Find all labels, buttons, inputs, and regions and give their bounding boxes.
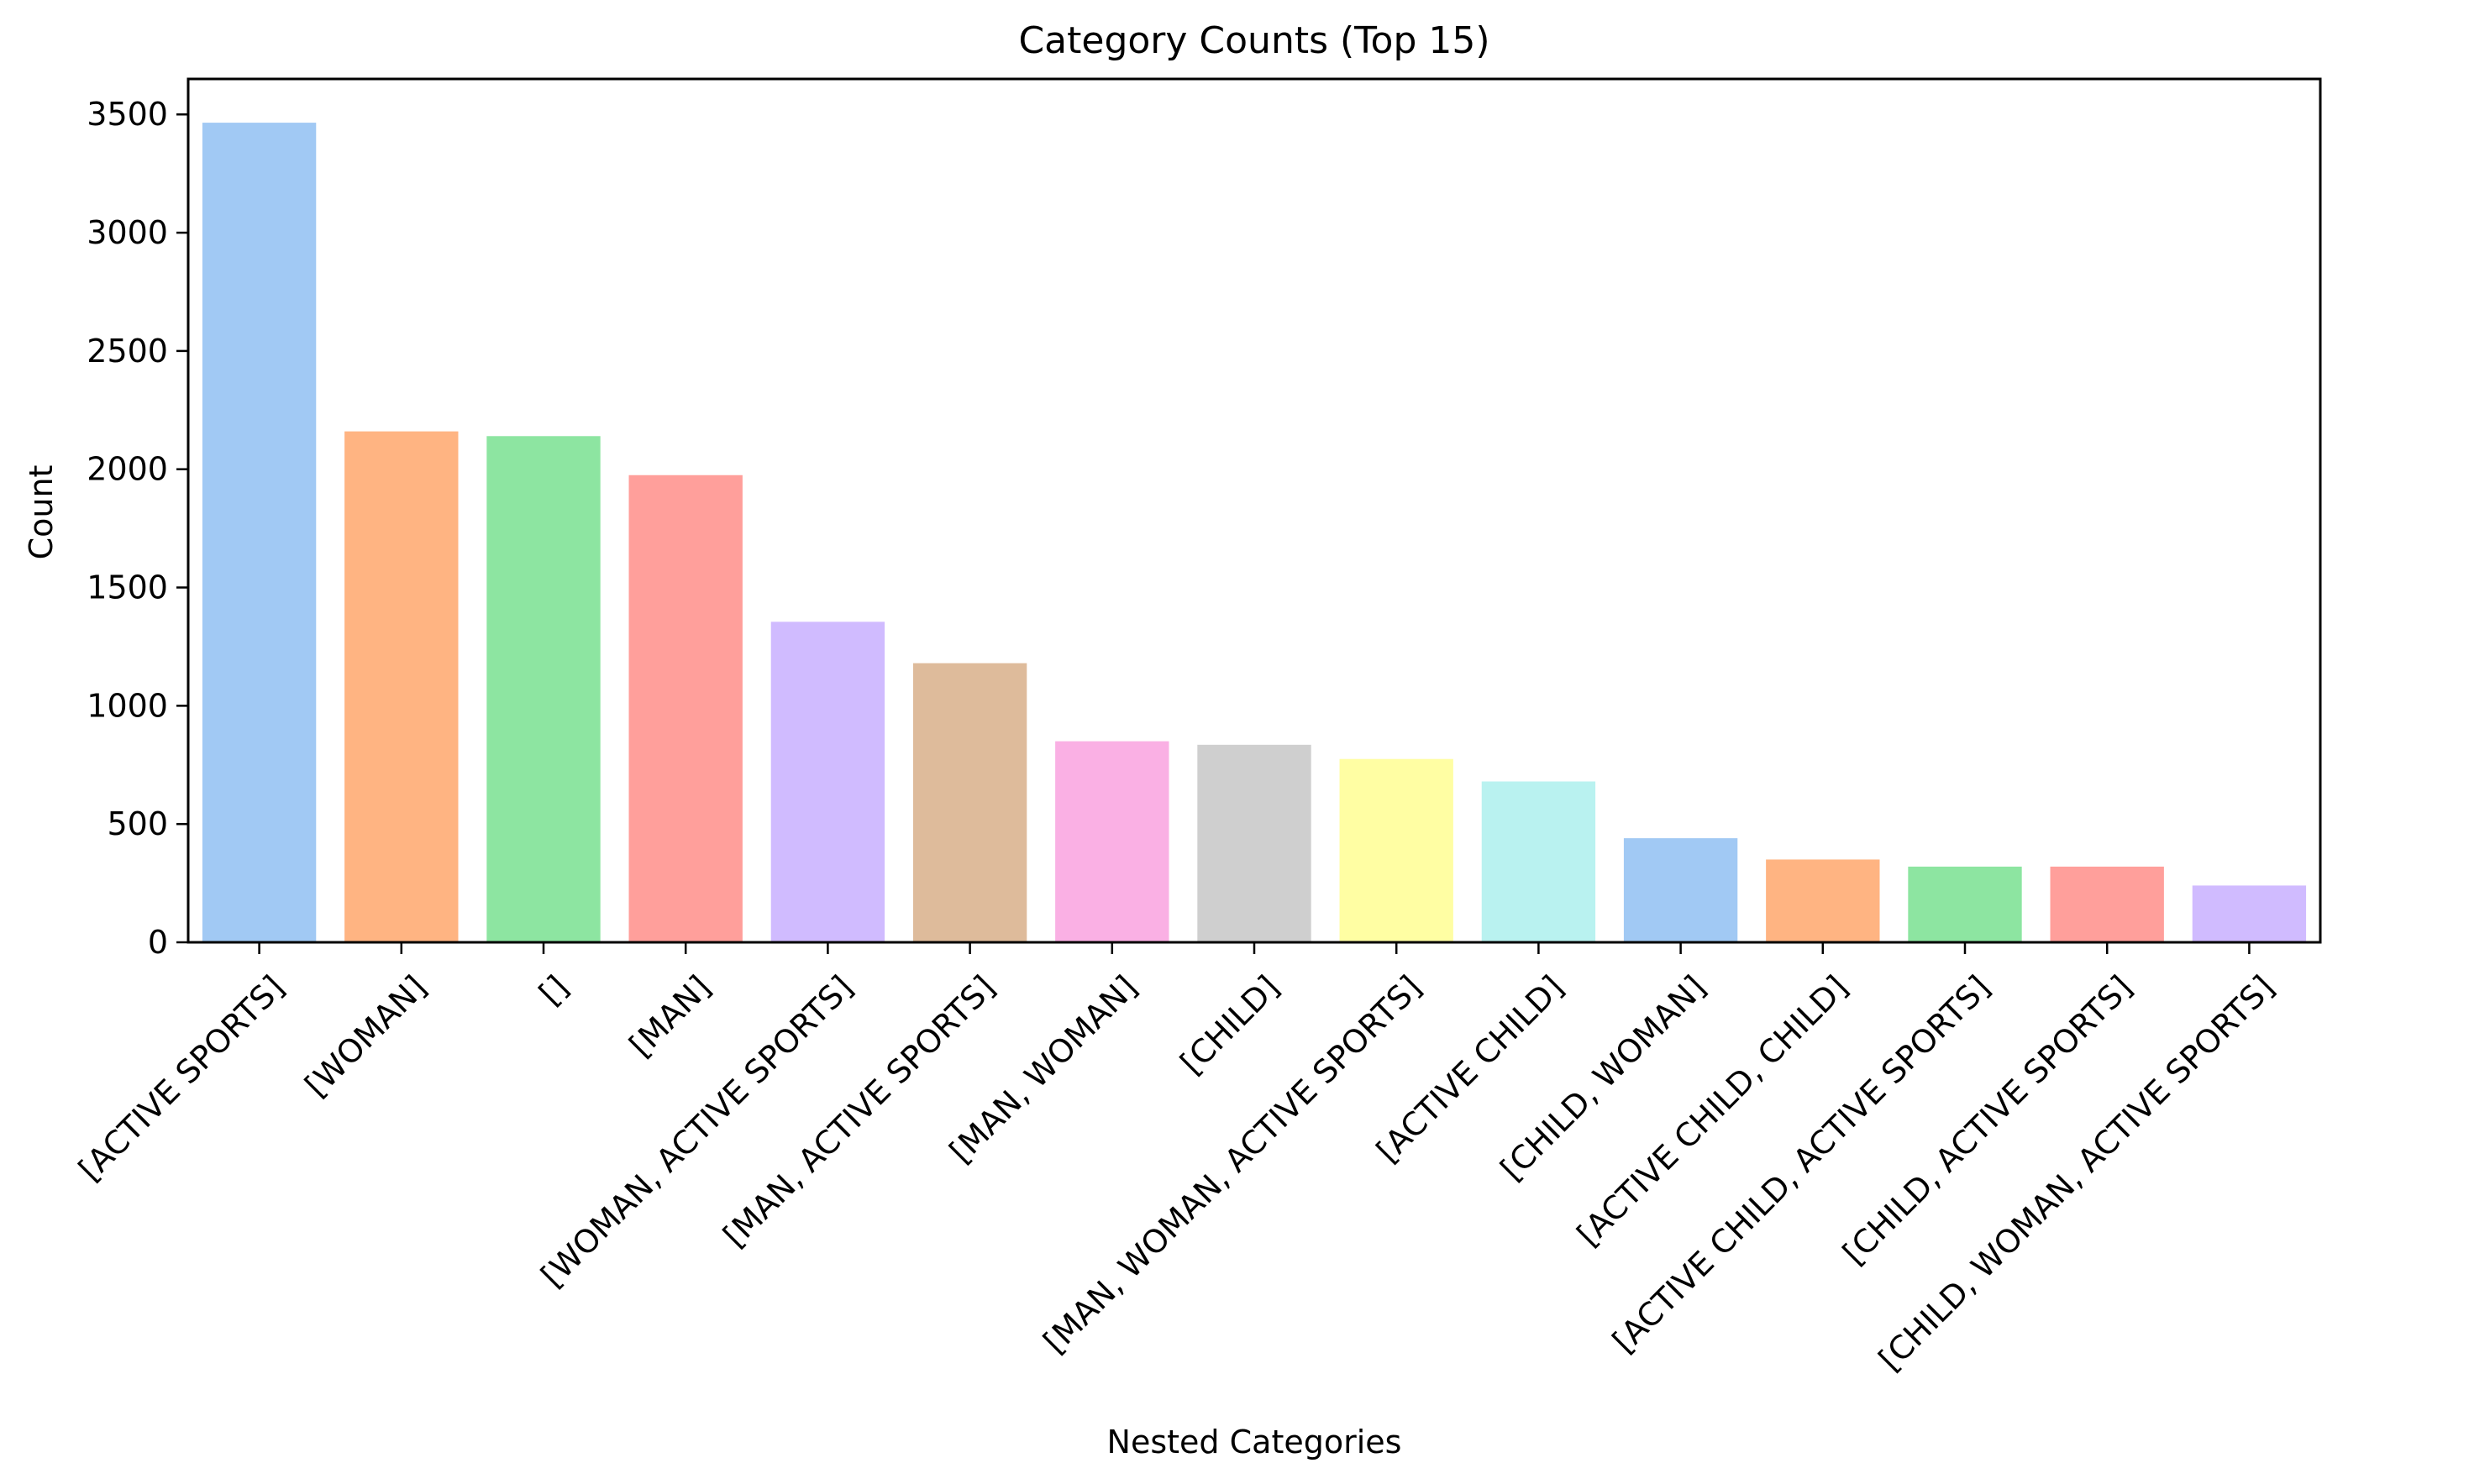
bar-10 [1623, 838, 1738, 942]
x-axis-label: Nested Categories [1107, 1424, 1402, 1460]
bar-5 [912, 663, 1027, 942]
y-axis: 0 500 1000 1500 2000 2500 3000 3500 [87, 96, 188, 961]
bars-group [202, 123, 2307, 942]
bar-1 [344, 431, 459, 942]
bar-13 [2050, 866, 2164, 942]
y-tick-label: 1500 [87, 569, 168, 606]
x-tick-label: [WOMAN, ACTIVE SPORTS] [534, 968, 860, 1294]
x-axis: [ACTIVE SPORTS] [WOMAN] [] [MAN][WOMAN, ACT… [71, 942, 2282, 1378]
y-tick-label: 3500 [87, 96, 168, 133]
x-tick-label: [MAN, ACTIVE SPORTS] [716, 968, 1001, 1254]
bar-11 [1766, 859, 1880, 942]
bar-9 [1481, 781, 1596, 942]
bar-7 [1197, 744, 1311, 942]
x-tick-label: [CHILD, ACTIVE SPORTS] [1836, 968, 2139, 1272]
x-tick-label: [CHILD] [1174, 968, 1287, 1082]
x-tick-label: [ACTIVE SPORTS] [71, 968, 292, 1188]
y-tick-label: 3000 [87, 214, 168, 251]
plot-frame [186, 77, 2322, 944]
bar-3 [628, 475, 743, 942]
bar-4 [770, 621, 885, 942]
y-tick-label: 500 [107, 805, 168, 842]
y-tick-label: 2000 [87, 451, 168, 488]
x-tick-label: [WOMAN] [297, 968, 433, 1104]
x-tick-label: [ACTIVE CHILD, CHILD] [1570, 968, 1855, 1253]
y-axis-label: Count [23, 465, 60, 560]
bar-2 [486, 436, 601, 942]
bar-6 [1055, 741, 1169, 942]
bar-14 [2192, 885, 2307, 942]
bar-12 [1908, 866, 2022, 942]
y-tick-label: 2500 [87, 333, 168, 370]
chart-title: Category Counts (Top 15) [1018, 19, 1489, 62]
x-tick-label: [MAN] [622, 968, 718, 1064]
x-tick-label: [] [532, 968, 575, 1012]
bar-8 [1339, 758, 1453, 942]
bar-0 [202, 123, 317, 942]
y-tick-label: 1000 [87, 687, 168, 724]
y-tick-label: 0 [148, 924, 168, 961]
